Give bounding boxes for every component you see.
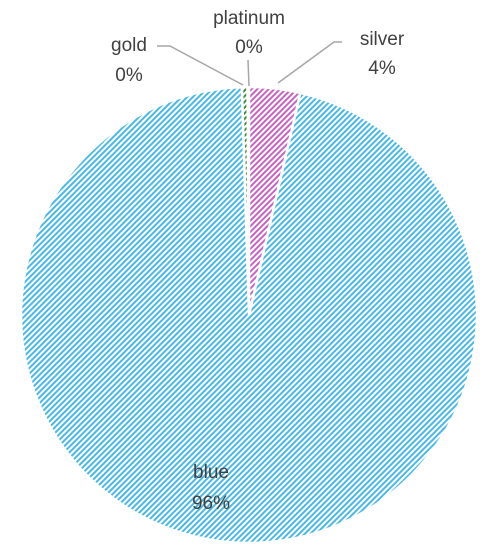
data-label-name-silver: silver [360, 29, 405, 50]
data-label-name-blue: blue [193, 462, 229, 483]
leader-lines [157, 41, 342, 87]
data-label-pct-platinum: 0% [235, 37, 263, 58]
pie-slice-blue [19, 85, 479, 545]
data-label-name-platinum: platinum [213, 8, 285, 29]
leader-line-gold [157, 45, 244, 86]
leader-line-platinum [247, 59, 250, 87]
data-label-pct-gold: 0% [115, 65, 143, 86]
leader-line-silver [277, 41, 342, 84]
data-label-pct-blue: 96% [192, 493, 230, 514]
data-label-name-gold: gold [111, 35, 147, 56]
pie-slices [19, 85, 479, 545]
data-labels: silver 4% blue 96% gold 0% platinum 0% [111, 8, 405, 514]
data-label-pct-silver: 4% [368, 58, 396, 79]
